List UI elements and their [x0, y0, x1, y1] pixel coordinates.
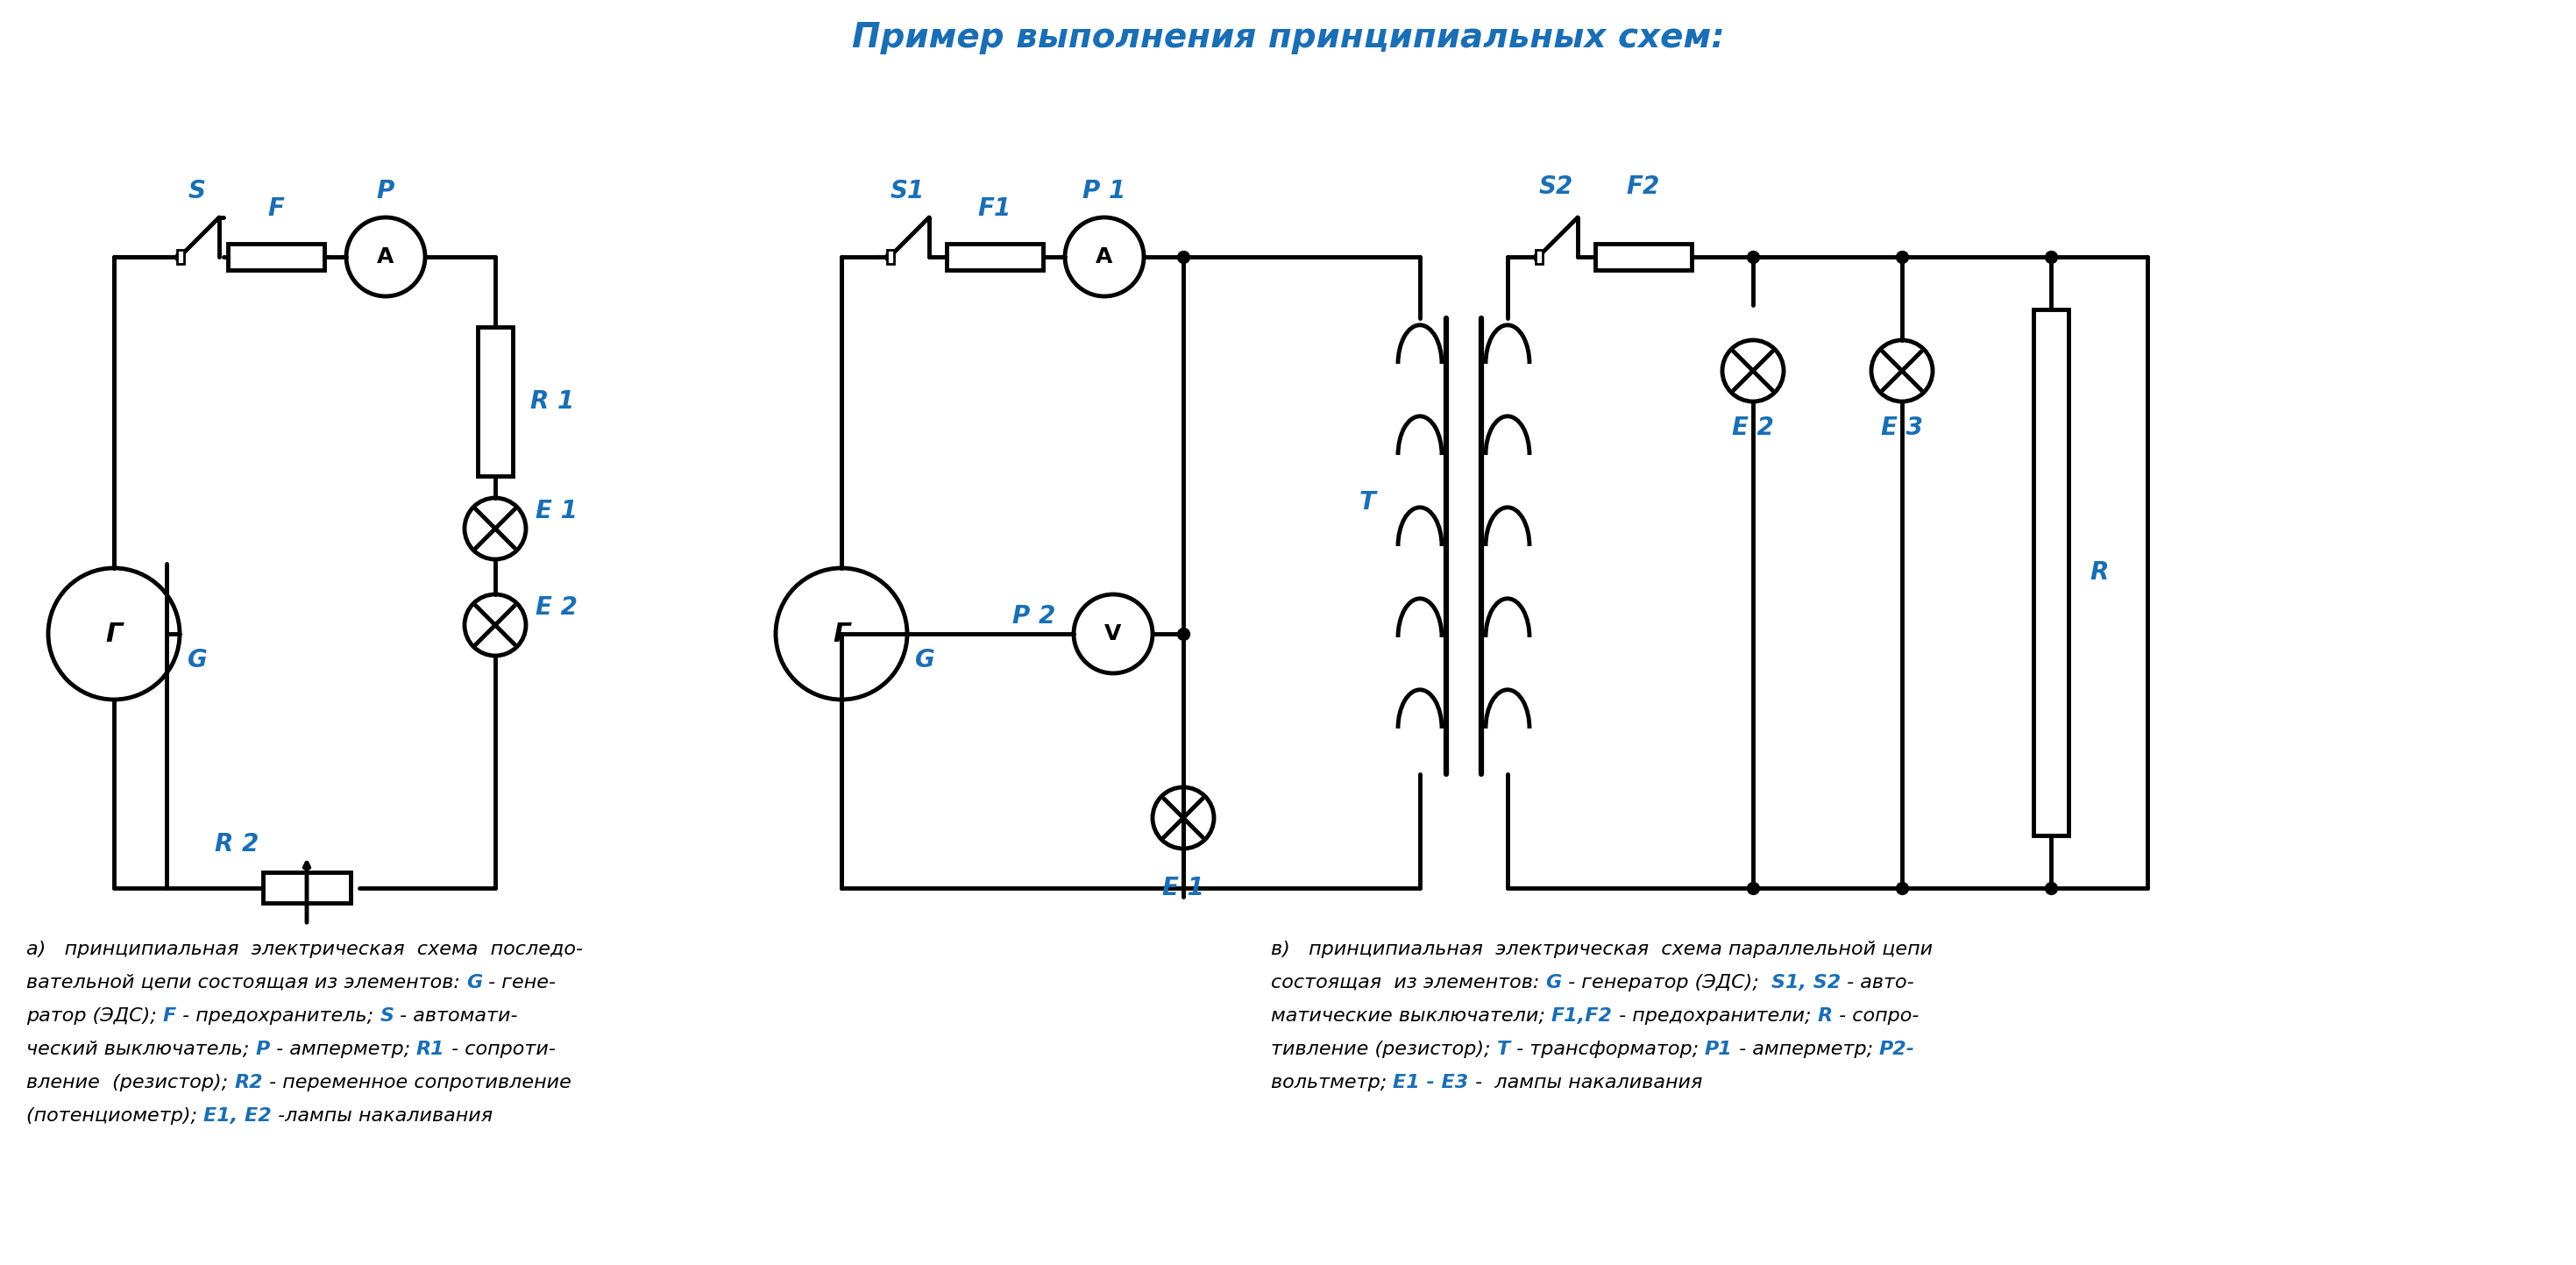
Text: R 1: R 1	[531, 390, 574, 414]
Text: G: G	[1546, 974, 1561, 992]
Text: вление  (резистор);: вление (резистор);	[26, 1074, 234, 1092]
Bar	[227, 244, 325, 269]
Text: V: V	[1105, 624, 1121, 644]
Bar	[263, 873, 350, 903]
Text: Г: Г	[106, 621, 124, 646]
Text: G: G	[914, 648, 935, 673]
Text: E 2: E 2	[1731, 415, 1775, 440]
Text: - переменное сопротивление: - переменное сопротивление	[263, 1074, 572, 1092]
Bar	[1535, 250, 1543, 264]
Text: состоящая  из элементов:: состоящая из элементов:	[1270, 974, 1546, 992]
Text: E 1: E 1	[536, 498, 577, 524]
Text: - сопроти-: - сопроти-	[446, 1041, 556, 1058]
Text: -лампы накаливания: -лампы накаливания	[270, 1107, 492, 1125]
Bar	[2032, 310, 2069, 835]
Text: P: P	[376, 178, 394, 204]
Text: R: R	[1819, 1007, 1832, 1025]
Text: F1: F1	[979, 196, 1012, 221]
Text: (потенциометр);: (потенциометр);	[26, 1107, 204, 1125]
Text: - сопро-: - сопро-	[1832, 1007, 1919, 1025]
Text: а)   принципиальная  электрическая  схема  последо-: а) принципиальная электрическая схема по…	[26, 941, 582, 958]
Text: S1, S2: S1, S2	[1772, 974, 1842, 992]
Text: тивление (резистор);: тивление (резистор);	[1270, 1041, 1497, 1058]
Text: R2: R2	[234, 1074, 263, 1092]
Text: -  лампы накаливания: - лампы накаливания	[1468, 1074, 1703, 1092]
Text: в)   принципиальная  электрическая  схема параллельной цепи: в) принципиальная электрическая схема па…	[1270, 941, 1932, 958]
Text: R 2: R 2	[214, 832, 258, 856]
Text: ческий выключатель;: ческий выключатель;	[26, 1041, 255, 1058]
Text: G: G	[188, 648, 206, 673]
Bar	[945, 244, 1043, 269]
Bar	[886, 250, 894, 264]
Text: A: A	[376, 247, 394, 267]
Text: S: S	[379, 1007, 394, 1025]
Bar	[178, 250, 183, 264]
Text: - трансформатор;: - трансформатор;	[1510, 1041, 1705, 1058]
Text: R: R	[2089, 560, 2110, 584]
Bar	[178, 250, 183, 264]
Text: S1: S1	[889, 178, 925, 204]
Text: S: S	[188, 178, 206, 204]
Text: - автомати-: - автомати-	[394, 1007, 518, 1025]
Text: T: T	[1497, 1041, 1510, 1058]
Text: P2-: P2-	[1878, 1041, 1914, 1058]
Text: E 2: E 2	[536, 596, 577, 620]
Text: - генератор (ЭДС);: - генератор (ЭДС);	[1561, 974, 1772, 992]
Text: - амперметр;: - амперметр;	[1734, 1041, 1878, 1058]
Text: - предохранитель;: - предохранитель;	[175, 1007, 379, 1025]
Text: E1 - E3: E1 - E3	[1394, 1074, 1468, 1092]
Bar	[1595, 244, 1692, 269]
Text: F: F	[162, 1007, 175, 1025]
Text: ратор (ЭДС);: ратор (ЭДС);	[26, 1007, 162, 1025]
Text: P 1: P 1	[1082, 178, 1126, 204]
Text: P: P	[255, 1041, 270, 1058]
Text: F2: F2	[1625, 175, 1659, 199]
Text: - авто-: - авто-	[1842, 974, 1914, 992]
Text: Г: Г	[832, 621, 850, 646]
Text: R1: R1	[417, 1041, 446, 1058]
Text: P1: P1	[1705, 1041, 1734, 1058]
Text: G: G	[466, 974, 482, 992]
Text: S2: S2	[1538, 175, 1574, 199]
Text: вательной цепи состоящая из элементов:: вательной цепи состоящая из элементов:	[26, 974, 466, 992]
Text: - амперметр;: - амперметр;	[270, 1041, 417, 1058]
Bar	[1535, 250, 1543, 264]
Bar	[886, 250, 894, 264]
Text: P 2: P 2	[1012, 603, 1056, 629]
Text: E1, E2: E1, E2	[204, 1107, 270, 1125]
Text: вольтметр;: вольтметр;	[1270, 1074, 1394, 1092]
Text: A: A	[1095, 247, 1113, 267]
Text: матические выключатели;: матические выключатели;	[1270, 1007, 1551, 1025]
Bar	[477, 326, 513, 476]
Text: E 3: E 3	[1880, 415, 1922, 440]
Text: - гене-: - гене-	[482, 974, 556, 992]
Text: T: T	[1360, 490, 1376, 515]
Text: Пример выполнения принципиальных схем:: Пример выполнения принципиальных схем:	[853, 22, 1726, 54]
Text: - предохранители;: - предохранители;	[1613, 1007, 1819, 1025]
Text: E 1: E 1	[1162, 875, 1203, 901]
Text: F: F	[268, 196, 283, 221]
Text: F1,F2: F1,F2	[1551, 1007, 1613, 1025]
